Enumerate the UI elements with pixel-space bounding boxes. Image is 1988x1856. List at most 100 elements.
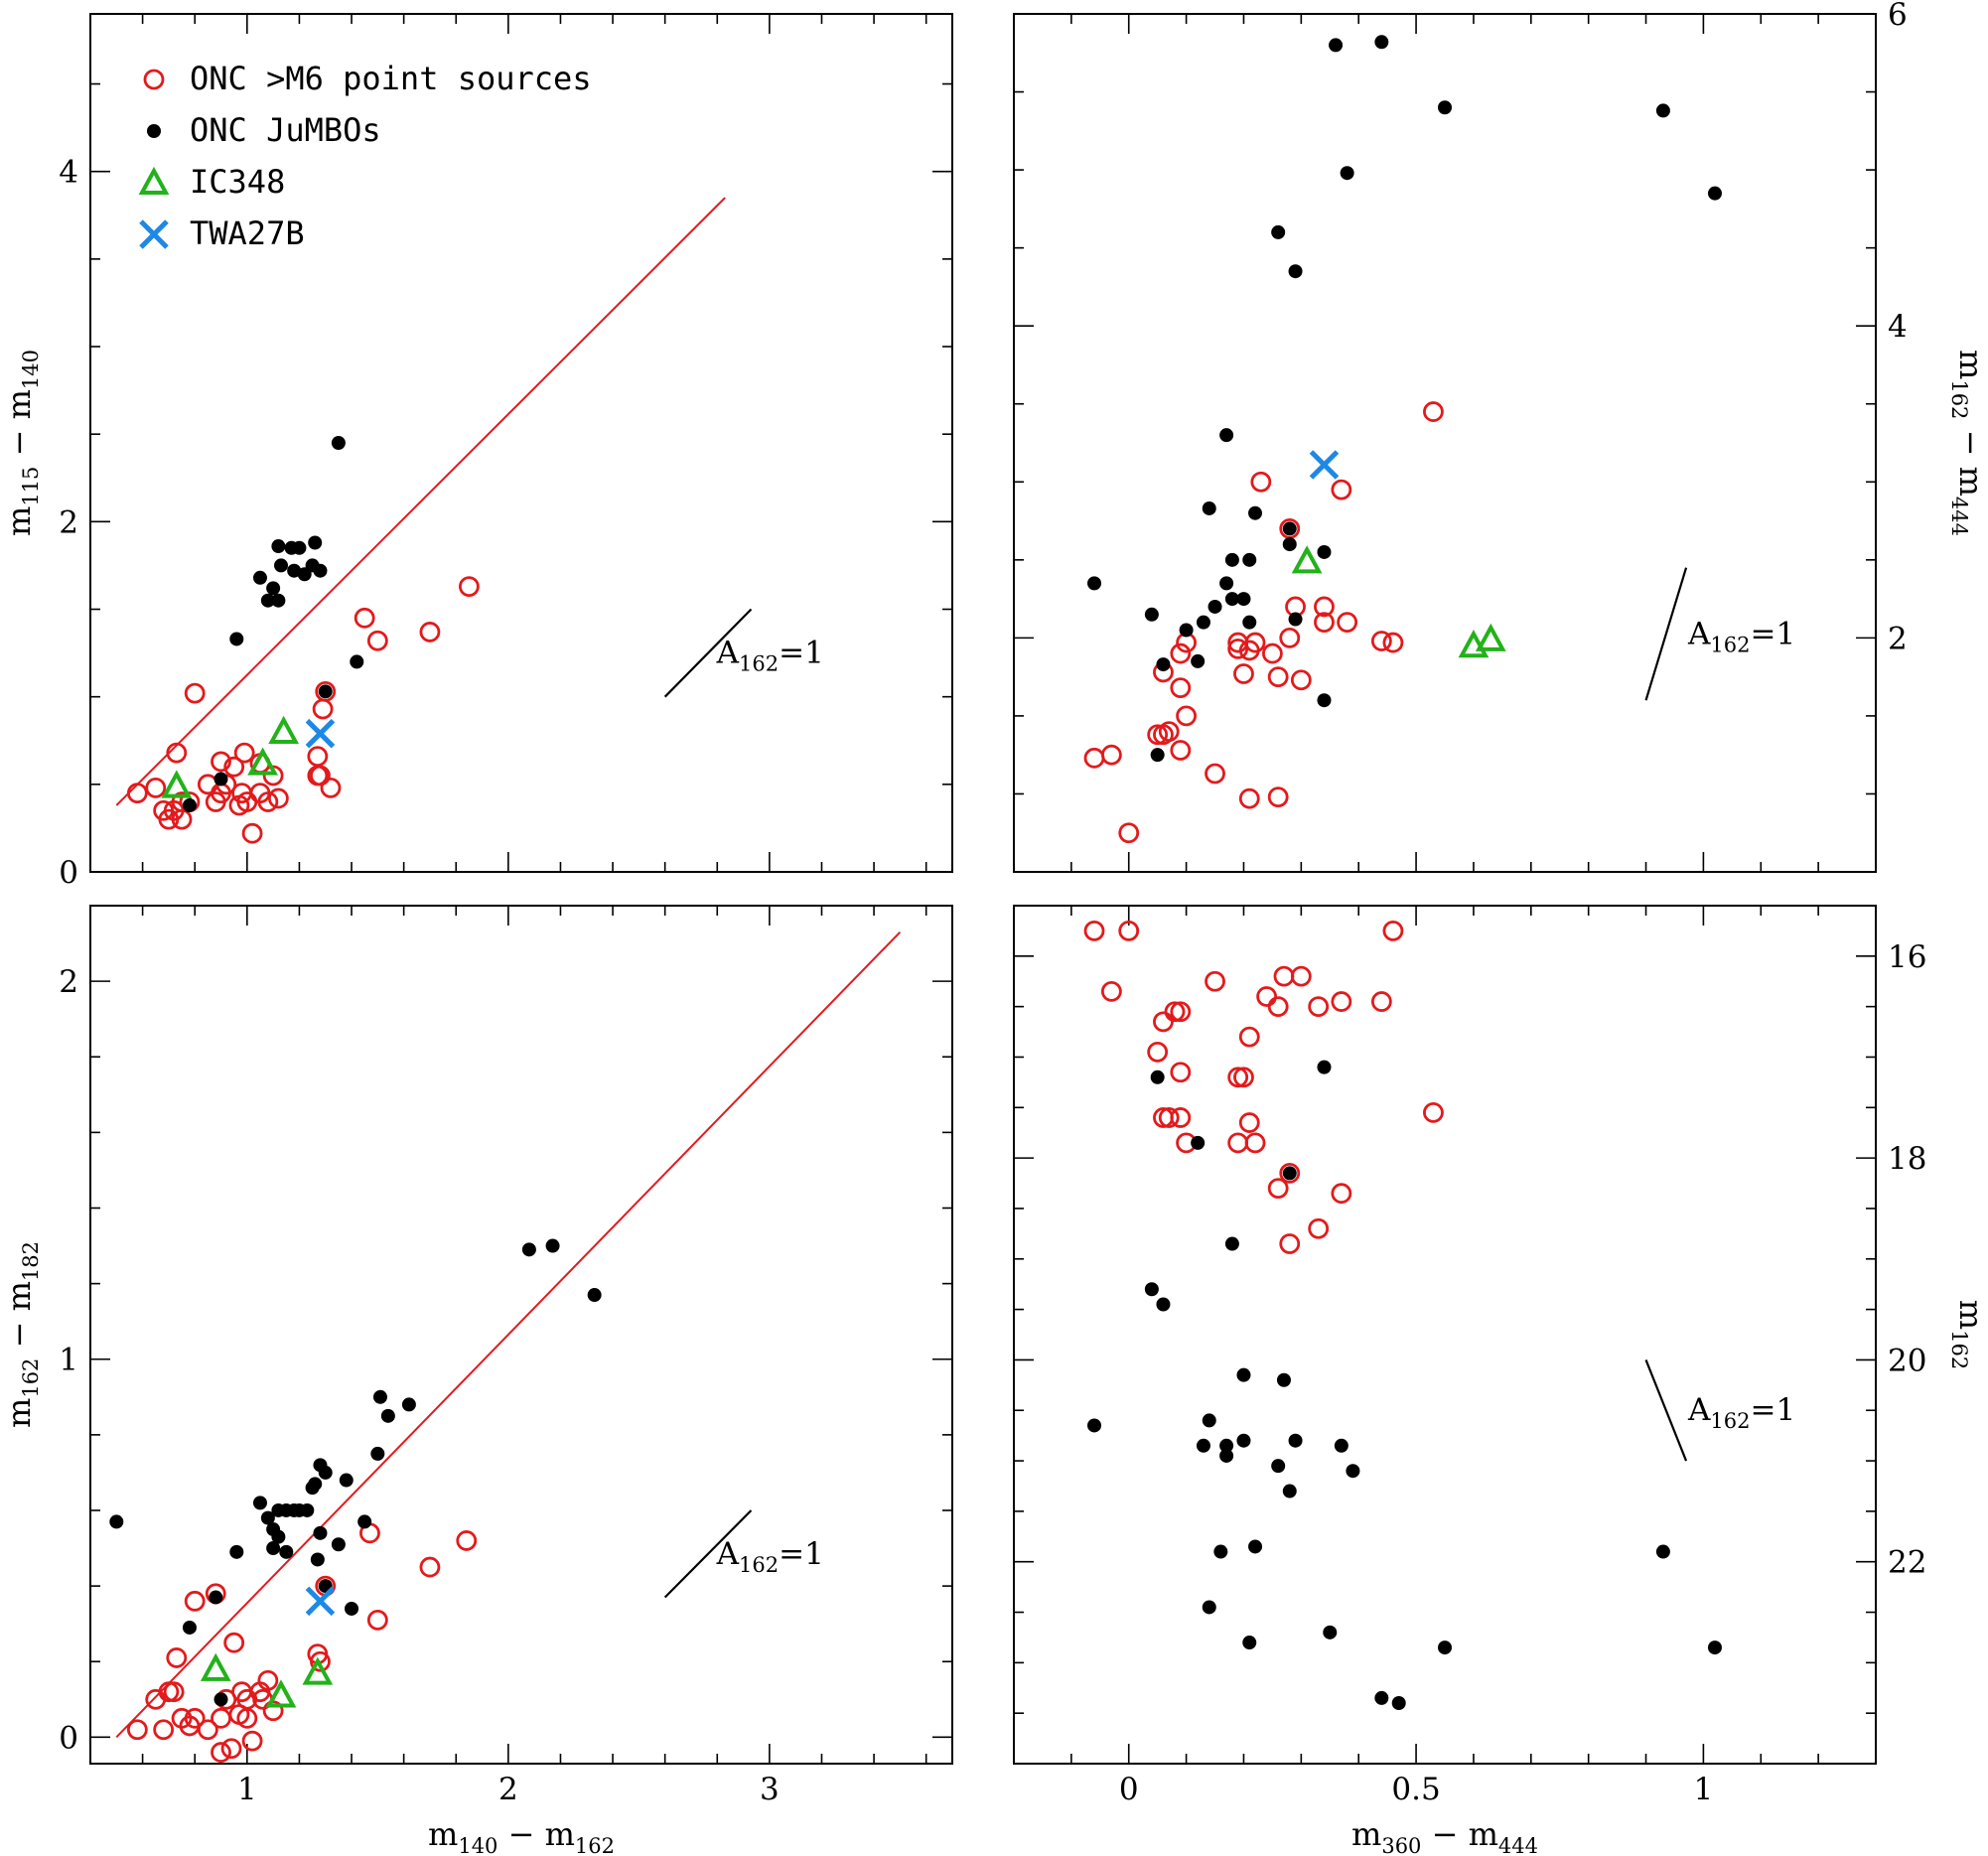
x-tick-label: 0.5	[1391, 1772, 1440, 1807]
label-part: A	[1687, 616, 1711, 651]
onc-point-source-marker	[1164, 1001, 1186, 1023]
onc-point-source-marker	[184, 682, 206, 704]
jumbo-marker	[260, 593, 275, 608]
onc-point-source-marker	[1244, 1132, 1266, 1154]
onc-point-source-marker	[1238, 1112, 1260, 1133]
jumbo-marker	[279, 1544, 294, 1559]
label-part: 444	[1498, 1834, 1538, 1856]
extinction-vector-label: A162=1	[716, 1536, 824, 1577]
onc-point-source-marker	[184, 1707, 206, 1729]
onc-point-source-marker	[1118, 822, 1140, 844]
plot-area	[1083, 921, 1722, 1711]
onc-point-source-marker	[126, 1719, 148, 1741]
jumbo-marker	[271, 1529, 286, 1544]
jumbo-marker	[1271, 1459, 1286, 1474]
onc-point-source-marker	[1238, 1026, 1260, 1048]
onc-point-source-marker	[1308, 996, 1330, 1018]
onc-point-source-marker	[315, 680, 337, 702]
y-tick-label: 0	[59, 1720, 78, 1756]
twa27b-marker	[1309, 450, 1340, 480]
jumbo-marker	[1242, 1636, 1257, 1650]
extinction-vector	[1644, 567, 1688, 701]
onc-point-source-marker	[1176, 705, 1197, 727]
jumbo-marker	[1236, 1433, 1251, 1448]
jumbo-marker	[357, 1514, 372, 1529]
onc-point-source-marker	[241, 1730, 263, 1752]
jumbo-marker	[1219, 1438, 1234, 1453]
jumbo-marker	[1391, 1696, 1406, 1711]
onc-point-source-marker	[1382, 632, 1404, 653]
onc-point-source-marker	[1244, 632, 1266, 653]
jumbo-marker	[1213, 1544, 1228, 1559]
jumbo-marker	[1282, 537, 1297, 552]
jumbo-marker	[1219, 1448, 1234, 1463]
onc-point-source-marker	[145, 777, 167, 798]
jumbo-marker	[331, 1537, 346, 1552]
jumbo-marker	[1224, 552, 1239, 567]
reddening-line	[115, 197, 726, 806]
legend-marker-ic348	[138, 166, 170, 195]
jumbo-marker	[271, 593, 286, 608]
jumbo-marker	[1202, 500, 1216, 515]
extinction-vector	[663, 1509, 753, 1599]
plot-frame	[1013, 13, 1877, 873]
jumbo-marker	[313, 1525, 328, 1540]
onc-point-source-marker	[1227, 1067, 1249, 1088]
jumbo-marker	[1655, 1544, 1670, 1559]
onc-point-source-marker	[1423, 401, 1444, 422]
onc-point-source-marker	[1314, 596, 1335, 618]
onc-point-source-marker	[1170, 1001, 1192, 1023]
label-part: m	[428, 1815, 458, 1853]
jumbo-marker	[339, 1473, 354, 1488]
jumbo-marker	[1317, 1060, 1332, 1074]
panel-top-left: 0 2 4 A162=1	[59, 13, 953, 891]
jumbo-marker	[1438, 100, 1452, 115]
onc-point-source-marker	[220, 1738, 242, 1760]
onc-point-source-marker	[1267, 666, 1289, 688]
onc-point-source-marker	[1147, 724, 1169, 746]
onc-point-source-marker	[1170, 677, 1192, 699]
extinction-vector-label: A162=1	[1687, 616, 1795, 656]
y-tick-label: 4	[1888, 309, 1908, 345]
label-part: −	[1421, 1815, 1468, 1853]
y-tick-label: 2	[59, 504, 78, 540]
jumbo-marker	[213, 772, 228, 786]
label-part: −	[0, 1311, 38, 1357]
onc-point-source-marker	[1158, 721, 1180, 743]
onc-point-source-marker	[1331, 1183, 1352, 1205]
jumbo-marker	[1329, 38, 1344, 53]
onc-point-source-marker	[456, 1530, 478, 1551]
label-part: 162	[1947, 1330, 1971, 1369]
label-part: m	[1952, 467, 1988, 497]
label-part: m	[1351, 1815, 1381, 1853]
label-part: 162	[1710, 1409, 1750, 1433]
jumbo-marker	[1191, 653, 1206, 668]
onc-point-source-marker	[163, 1681, 185, 1703]
panel-bottom-left: 1 2 3 0 1 2 A162=1	[59, 905, 953, 1807]
onc-point-source-marker	[1370, 631, 1392, 651]
jumbo-marker	[252, 570, 267, 585]
legend-label: TWA27B	[190, 214, 305, 252]
plot-frame	[89, 905, 953, 1765]
jumbo-marker	[182, 797, 197, 812]
onc-point-source-marker	[1100, 981, 1122, 1002]
label-part: 360	[1381, 1834, 1421, 1856]
jumbo-marker	[1236, 1367, 1251, 1382]
reddening-line	[115, 930, 902, 1739]
onc-point-source-marker	[1147, 1041, 1169, 1063]
onc-point-source-marker	[153, 1719, 175, 1741]
jumbo-marker	[1224, 592, 1239, 607]
onc-point-source-marker	[1233, 663, 1254, 684]
y-tick-label: 16	[1888, 939, 1926, 975]
y-axis-label: m162	[1947, 1300, 1988, 1369]
onc-point-source-marker	[1337, 612, 1358, 634]
ic348-marker	[1291, 545, 1323, 574]
label-part: =1	[1751, 616, 1796, 651]
jumbo-marker	[1196, 1438, 1210, 1453]
jumbo-marker	[229, 632, 244, 646]
jumbo-marker	[372, 1389, 387, 1404]
onc-point-source-marker	[1308, 1217, 1330, 1239]
jumbo-marker	[1282, 1484, 1297, 1499]
label-part: m	[0, 389, 38, 419]
